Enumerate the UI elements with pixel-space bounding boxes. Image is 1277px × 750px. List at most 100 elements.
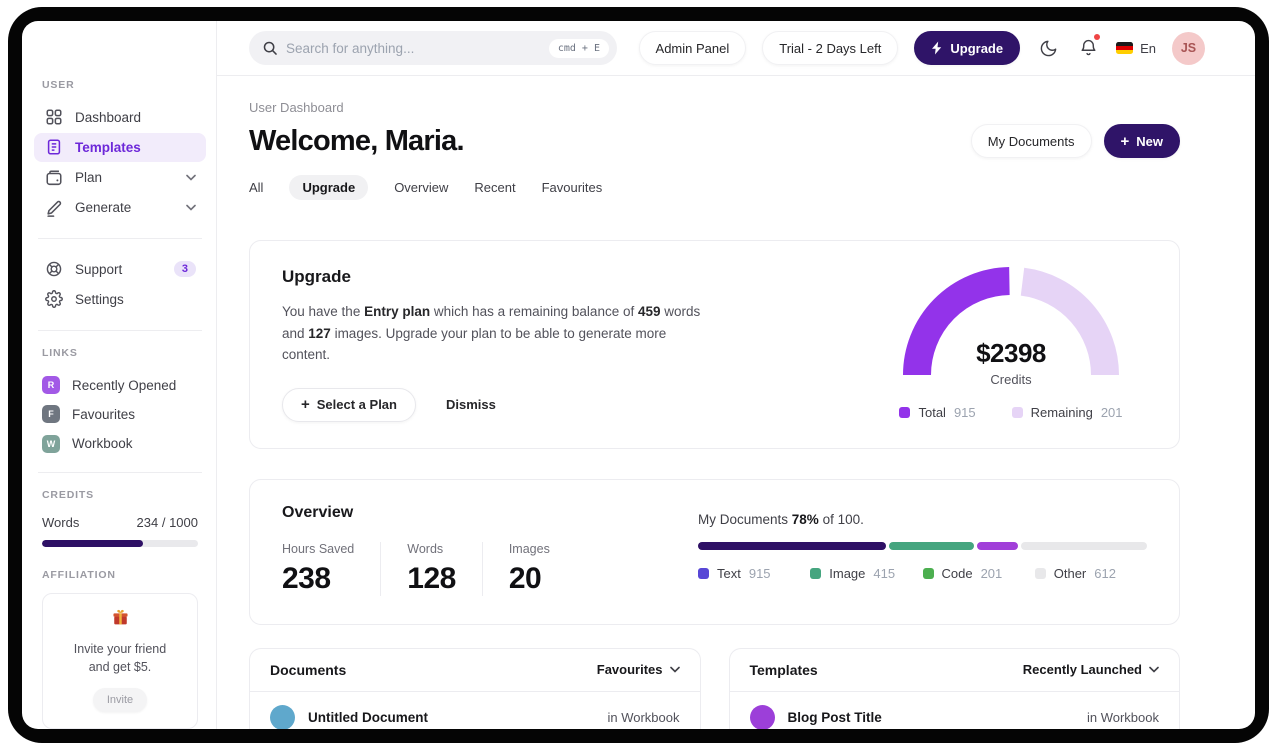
stacked-progress-bar [698, 541, 1147, 550]
sidebar-section-user: USER [42, 79, 75, 91]
template-row[interactable]: Blog Post Title in Workbook [730, 692, 1180, 729]
affiliation-text: Invite your friend and get $5. [73, 641, 167, 674]
link-avatar: F [42, 405, 60, 424]
search-bar[interactable]: cmd + E [249, 31, 617, 65]
grid-icon [44, 108, 63, 127]
donut-segment-total [903, 267, 1011, 376]
credits-label: Credits [990, 372, 1032, 387]
sidebar-link-recently-opened[interactable]: R Recently Opened [42, 371, 198, 400]
donut-legend: Total 915 Remaining 201 [899, 405, 1123, 420]
divider [38, 238, 202, 240]
affiliation-card: Invite your friend and get $5. Invite [42, 592, 198, 729]
bar-segment-other [1021, 541, 1147, 550]
templates-filter-dropdown[interactable]: Recently Launched [1023, 662, 1159, 677]
legend-swatch [698, 567, 709, 579]
legend-swatch [1034, 567, 1046, 579]
tab-recent[interactable]: Recent [474, 180, 516, 195]
theme-toggle-moon-icon[interactable] [1036, 36, 1060, 60]
sidebar: USER Dashboard Templates [22, 21, 217, 729]
documents-filter-dropdown[interactable]: Favourites [597, 662, 680, 677]
language-switcher[interactable]: En [1116, 41, 1156, 56]
sidebar-section-affiliation: AFFILIATION [42, 568, 116, 581]
usage-legend: Text 915 Image 415 Code 201 [698, 566, 1147, 581]
usage-title: My Documents 78% of 100. [698, 511, 864, 527]
gear-icon [44, 290, 63, 309]
donut-segment-remaining [1020, 267, 1119, 376]
credits-value: $2398 [976, 338, 1046, 368]
legend-swatch [1011, 407, 1023, 418]
tab-overview[interactable]: Overview [394, 180, 449, 195]
link-label: Recently Opened [72, 377, 177, 393]
user-avatar[interactable]: JS [1172, 31, 1205, 65]
overview-card-title: Overview [282, 503, 354, 521]
tab-bar: All Upgrade Overview Recent Favourites [249, 175, 1180, 200]
tab-all[interactable]: All [249, 180, 264, 195]
sidebar-item-label: Generate [75, 200, 132, 216]
new-button[interactable]: + New [1103, 124, 1180, 158]
lifebuoy-icon [44, 260, 63, 279]
topbar: cmd + E Admin Panel Trial - 2 Days Left … [217, 21, 1255, 76]
credits-label: Words [42, 515, 80, 531]
sidebar-link-workbook[interactable]: W Workbook [42, 429, 198, 458]
stat-words: Words 128 [380, 541, 482, 596]
sidebar-item-generate[interactable]: Generate [34, 194, 206, 222]
dismiss-button[interactable]: Dismiss [445, 397, 496, 413]
language-label: En [1140, 40, 1156, 56]
sidebar-item-templates[interactable]: Templates [34, 133, 206, 162]
sidebar-section-credits: CREDITS [42, 489, 94, 502]
notification-dot [1094, 34, 1101, 40]
link-label: Workbook [72, 436, 133, 452]
stat-images: Images 20 [481, 541, 576, 596]
sidebar-item-label: Settings [75, 291, 124, 307]
template-location: in Workbook [1086, 709, 1159, 725]
search-shortcut-kbd: cmd + E [548, 38, 609, 58]
trial-status-button[interactable]: Trial - 2 Days Left [762, 31, 899, 65]
divider [38, 329, 202, 331]
sidebar-link-favourites[interactable]: F Favourites [42, 400, 198, 429]
tab-favourites[interactable]: Favourites [541, 180, 603, 195]
support-badge: 3 [173, 261, 196, 278]
legend-item-code: Code 201 [922, 566, 1035, 581]
bar-segment-code [977, 541, 1019, 550]
invite-button[interactable]: Invite [92, 688, 148, 713]
sidebar-item-label: Support [75, 261, 123, 277]
legend-item-total: Total 915 [899, 405, 976, 420]
template-avatar [749, 704, 775, 729]
documents-card: Documents Favourites Untitled Document i… [249, 647, 701, 729]
legend-item-image: Image 415 [810, 566, 922, 581]
search-input[interactable] [286, 40, 541, 56]
select-plan-button[interactable]: + Select a Plan [282, 387, 416, 422]
overview-card: Overview Hours Saved 238 Words 128 Image… [249, 478, 1180, 625]
link-label: Favourites [72, 406, 136, 422]
gift-icon [111, 609, 130, 631]
stat-hours-saved: Hours Saved 238 [282, 541, 355, 595]
sidebar-item-dashboard[interactable]: Dashboard [34, 103, 206, 131]
sidebar-item-label: Dashboard [75, 109, 142, 125]
notifications-bell-icon[interactable] [1076, 34, 1101, 60]
chevron-down-icon [186, 174, 196, 181]
german-flag-icon [1116, 42, 1134, 54]
breadcrumb: User Dashboard [249, 100, 344, 115]
sidebar-item-support[interactable]: Support 3 [34, 255, 206, 283]
chevron-down-icon [186, 204, 196, 212]
main-content: User Dashboard Welcome, Maria. My Docume… [217, 76, 1255, 729]
tab-upgrade[interactable]: Upgrade [289, 175, 369, 200]
link-avatar: W [42, 434, 60, 453]
sidebar-item-plan[interactable]: Plan [34, 164, 206, 192]
sidebar-item-settings[interactable]: Settings [34, 285, 206, 313]
upgrade-card: Upgrade You have the Entry plan which ha… [249, 240, 1180, 449]
chevron-down-icon [669, 666, 680, 673]
document-icon [44, 138, 63, 157]
upgrade-card-title: Upgrade [282, 267, 351, 286]
document-row[interactable]: Untitled Document in Workbook [250, 692, 700, 729]
legend-item-text: Text 915 [698, 566, 810, 581]
legend-swatch [899, 407, 911, 418]
search-icon [262, 40, 278, 56]
upgrade-button[interactable]: Upgrade [914, 31, 1021, 65]
templates-card-title: Templates [749, 661, 818, 678]
divider [38, 472, 202, 474]
legend-item-other: Other 612 [1034, 566, 1147, 581]
admin-panel-button[interactable]: Admin Panel [638, 31, 747, 65]
my-documents-button[interactable]: My Documents [970, 124, 1092, 158]
device-frame: USER Dashboard Templates [8, 7, 1269, 743]
